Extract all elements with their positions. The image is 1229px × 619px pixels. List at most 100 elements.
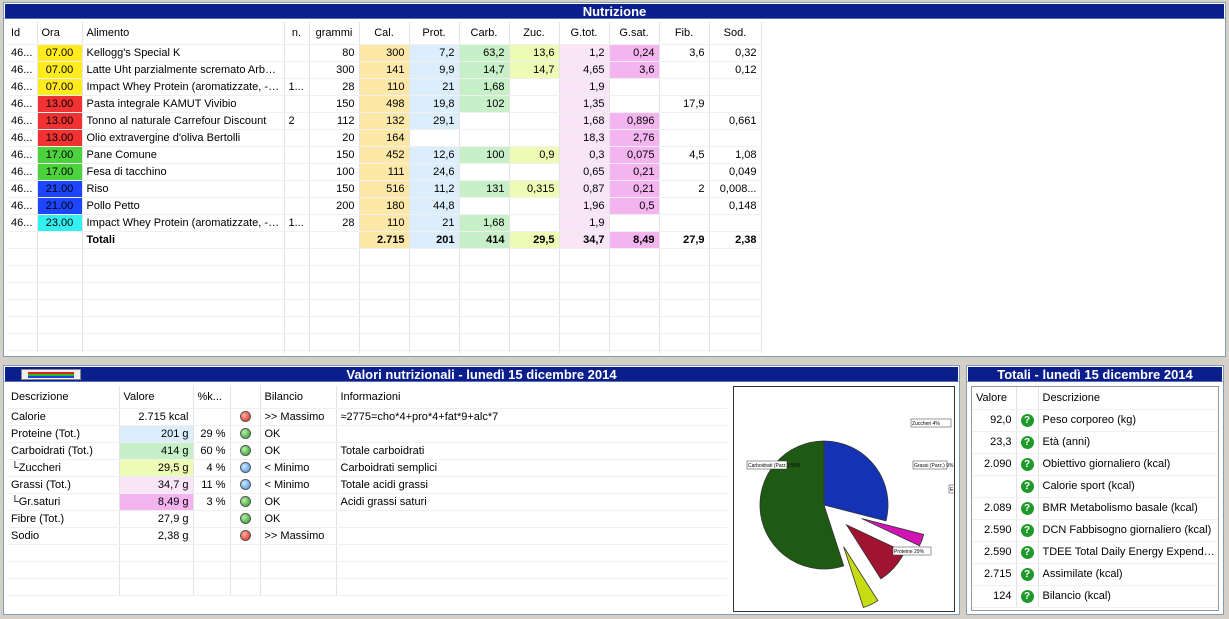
help-icon[interactable]: ? [1020, 523, 1034, 537]
totali-row[interactable]: 2.089? BMR Metabolismo basale (kcal) [972, 497, 1218, 520]
val-header-status[interactable] [230, 386, 261, 409]
cell-ora: 17.00 [37, 163, 83, 181]
col-header-alimento[interactable]: Alimento [82, 22, 285, 45]
food-row[interactable]: 46... 07.00 Impact Whey Protein (aromatizz… [7, 78, 762, 96]
help-icon[interactable]: ? [1020, 479, 1034, 493]
val-header-valore[interactable]: Valore [119, 386, 194, 409]
val-header-perc[interactable]: %k... [193, 386, 231, 409]
col-header-fib[interactable]: Fib. [659, 22, 710, 45]
food-row[interactable]: 46... 13.00 Pasta integrale KAMUT Vivibio 1… [7, 95, 762, 113]
totali-row[interactable]: 124? Bilancio (kcal) [972, 585, 1218, 608]
col-header-n[interactable]: n. [284, 22, 310, 45]
cell-cal: 110 [359, 214, 410, 232]
help-icon[interactable]: ? [1020, 413, 1034, 427]
val-header-bilancio[interactable]: Bilancio [260, 386, 337, 409]
empty-cell [284, 299, 310, 317]
col-header-gsat[interactable]: G.sat. [609, 22, 660, 45]
empty-cell [409, 282, 460, 300]
totali-row[interactable]: 2.590? DCN Fabbisogno giornaliero (kcal) [972, 519, 1218, 542]
valori-grid[interactable]: Descrizione Valore %k... Bilancio Informazio… [7, 386, 727, 611]
tot-header-valore[interactable]: Valore [972, 387, 1017, 410]
val-header-descrizione[interactable]: Descrizione [7, 386, 120, 409]
valori-row[interactable]: Sodio 2,38 g >> Massimo [7, 527, 727, 545]
val-header-informazioni[interactable]: Informazioni [336, 386, 727, 409]
col-header-grammi[interactable]: grammi [309, 22, 360, 45]
empty-cell [7, 578, 120, 596]
help-icon[interactable]: ? [1020, 435, 1034, 449]
cell-cal: 498 [359, 95, 410, 113]
food-row[interactable]: 46... 13.00 Olio extravergine d'oliva Bert… [7, 129, 762, 147]
tot-descrizione: Calorie sport (kcal) [1038, 475, 1218, 498]
empty-cell [709, 333, 762, 351]
help-icon[interactable]: ? [1020, 545, 1034, 559]
valori-row[interactable]: Calorie 2.715 kcal >> Massimo ≈2775=cho*4+p… [7, 408, 727, 426]
empty-row [7, 578, 727, 596]
food-row[interactable]: 46... 07.00 Kellogg's Special K 80 300 7,2 63,… [7, 44, 762, 62]
cell-alimento: Olio extravergine d'oliva Bertolli [82, 129, 285, 147]
total-prot: 201 [409, 231, 460, 249]
totali-row[interactable]: 2.590? TDEE Total Daily Energy Expenditur… [972, 541, 1218, 564]
food-row[interactable]: 46... 23.00 Impact Whey Protein (aromatizz… [7, 214, 762, 232]
col-header-prot[interactable]: Prot. [409, 22, 460, 45]
help-icon[interactable]: ? [1020, 501, 1034, 515]
food-row[interactable]: 46... 07.00 Latte Uht parzialmente scremat… [7, 61, 762, 79]
empty-cell [284, 316, 310, 334]
empty-cell [7, 248, 38, 266]
nutrizione-grid[interactable]: Id Ora Alimento n. grammi Cal. Prot. Carb. Zuc. G… [7, 22, 1222, 353]
totali-row[interactable]: 2.090? Obiettivo giornaliero (kcal) [972, 453, 1218, 476]
empty-cell [309, 350, 360, 353]
cell-zuc [509, 163, 560, 181]
col-header-zuc[interactable]: Zuc. [509, 22, 560, 45]
totali-grid[interactable]: Valore Descrizione 92,0? Peso corporeo (kg… [971, 386, 1219, 611]
cell-alimento: Pollo Petto [82, 197, 285, 215]
valori-row[interactable]: Carboidrati (Tot.) 414 g 60 % OK Totale carb… [7, 442, 727, 460]
col-header-id[interactable]: Id [7, 22, 38, 45]
food-row[interactable]: 46... 21.00 Riso 150 516 11,2 131 0,315 0,87 0,21… [7, 180, 762, 198]
cell-zuc [509, 129, 560, 147]
cell-prot: 44,8 [409, 197, 460, 215]
col-header-carb[interactable]: Carb. [459, 22, 510, 45]
valori-row[interactable]: Proteine (Tot.) 201 g 29 % OK [7, 425, 727, 443]
food-row[interactable]: 46... 17.00 Pane Comune 150 452 12,6 100 0,9 0,3… [7, 146, 762, 164]
cell-gsat: 0,5 [609, 197, 660, 215]
status-blue-icon [239, 479, 251, 491]
help-icon[interactable]: ? [1020, 567, 1034, 581]
pie-slice [823, 440, 889, 522]
cell-cal: 516 [359, 180, 410, 198]
color-legend-button[interactable] [21, 369, 81, 380]
status-red-icon [239, 411, 251, 423]
val-bilancio: OK [260, 493, 337, 511]
totali-row[interactable]: 92,0? Peso corporeo (kg) [972, 409, 1218, 432]
tot-icon-cell: ? [1016, 519, 1039, 542]
food-row[interactable]: 46... 21.00 Pollo Petto 200 180 44,8 1,96 0,5 0,… [7, 197, 762, 215]
col-header-sod[interactable]: Sod. [709, 22, 762, 45]
empty-row [7, 265, 762, 283]
help-icon[interactable]: ? [1020, 589, 1034, 603]
cell-zuc [509, 95, 560, 113]
totali-row[interactable]: 2.715? Assimilate (kcal) [972, 563, 1218, 586]
food-row[interactable]: 46... 13.00 Tonno al naturale Carrefour Di… [7, 112, 762, 130]
col-header-ora[interactable]: Ora [37, 22, 83, 45]
valori-row[interactable]: Grassi (Tot.) 34,7 g 11 % < Minimo Totale ac… [7, 476, 727, 494]
empty-cell [336, 544, 727, 562]
empty-cell [359, 248, 410, 266]
cell-gsat: 0,24 [609, 44, 660, 62]
status-blue-icon [239, 462, 251, 474]
col-header-cal[interactable]: Cal. [359, 22, 410, 45]
empty-cell [230, 561, 261, 579]
cell-carb: 102 [459, 95, 510, 113]
tot-header-icon[interactable] [1016, 387, 1039, 410]
help-icon[interactable]: ? [1020, 457, 1034, 471]
empty-cell [409, 248, 460, 266]
col-header-gtot[interactable]: G.tot. [559, 22, 610, 45]
cell-ora: 21.00 [37, 180, 83, 198]
totali-row[interactable]: 23,3? Età (anni) [972, 431, 1218, 454]
valori-row[interactable]: Fibre (Tot.) 27,9 g OK [7, 510, 727, 528]
total-cal: 2.715 [359, 231, 410, 249]
valori-header-row: Descrizione Valore %k... Bilancio Informazio… [7, 386, 727, 409]
totali-row[interactable]: ? Calorie sport (kcal) [972, 475, 1218, 498]
tot-header-descrizione[interactable]: Descrizione [1038, 387, 1218, 410]
food-row[interactable]: 46... 17.00 Fesa di tacchino 100 111 24,6 0,65… [7, 163, 762, 181]
